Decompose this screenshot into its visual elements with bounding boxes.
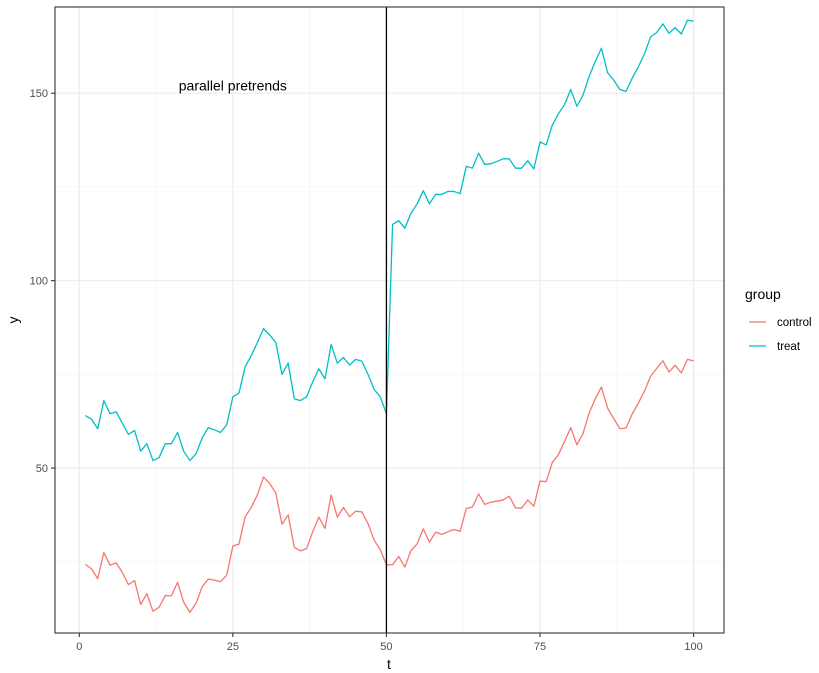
y-tick-label: 100 (30, 276, 48, 288)
x-tick-label: 75 (534, 641, 546, 653)
x-axis-title: t (387, 656, 391, 672)
x-axis: 0 25 50 75 100 (76, 633, 703, 653)
legend-title: group (745, 286, 781, 302)
grid-minor (55, 7, 724, 633)
x-tick-label: 50 (380, 641, 392, 653)
legend: group control treat (745, 286, 812, 353)
series-layer (85, 19, 694, 614)
x-tick-label: 25 (227, 641, 239, 653)
y-axis-title: y (5, 317, 21, 324)
x-tick-label: 0 (76, 641, 82, 653)
legend-label-control: control (777, 317, 812, 329)
y-axis: 50 100 150 (30, 88, 55, 475)
series-line-control (85, 358, 694, 614)
series-line-treat (85, 19, 694, 462)
annotation-text: parallel pretrends (179, 78, 287, 94)
y-tick-label: 50 (36, 463, 48, 475)
x-tick-label: 100 (684, 641, 702, 653)
panel-border (54, 6, 725, 634)
y-tick-label: 150 (30, 88, 48, 100)
legend-label-treat: treat (777, 341, 801, 353)
